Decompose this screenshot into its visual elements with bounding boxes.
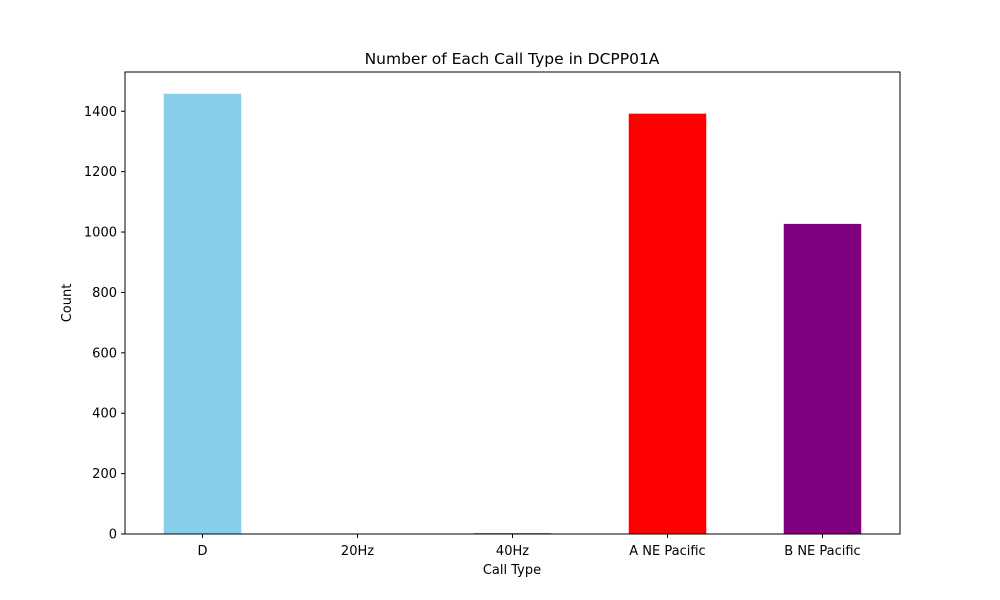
bar-a-ne-pacific <box>628 113 707 535</box>
plot-area: D 20Hz 40Hz A NE Pacific B NE Pacific 0 200 400… <box>84 71 901 559</box>
y-tick-label: 1400 <box>84 105 117 120</box>
x-tick-label: 40Hz <box>496 544 529 559</box>
bar-b-ne-pacific <box>783 223 862 534</box>
x-tick-label: D <box>197 544 207 559</box>
x-axis-title: Call Type <box>483 563 541 578</box>
y-tick-label: 400 <box>92 407 117 422</box>
plot-frame <box>124 71 901 535</box>
y-tick-label: 0 <box>109 528 117 543</box>
y-tick-label: 800 <box>92 286 117 301</box>
x-tick-label: 20Hz <box>341 544 374 559</box>
x-tick-label: A NE Pacific <box>629 544 705 559</box>
bar-d <box>163 93 242 535</box>
y-tick-label: 600 <box>92 346 117 361</box>
y-tick-label: 1000 <box>84 226 117 241</box>
y-tick-label: 1200 <box>84 165 117 180</box>
chart-title: Number of Each Call Type in DCPP01A <box>365 50 660 68</box>
x-tick-label: B NE Pacific <box>784 544 860 559</box>
y-axis-title: Count <box>60 284 75 323</box>
y-tick-label: 200 <box>92 467 117 482</box>
